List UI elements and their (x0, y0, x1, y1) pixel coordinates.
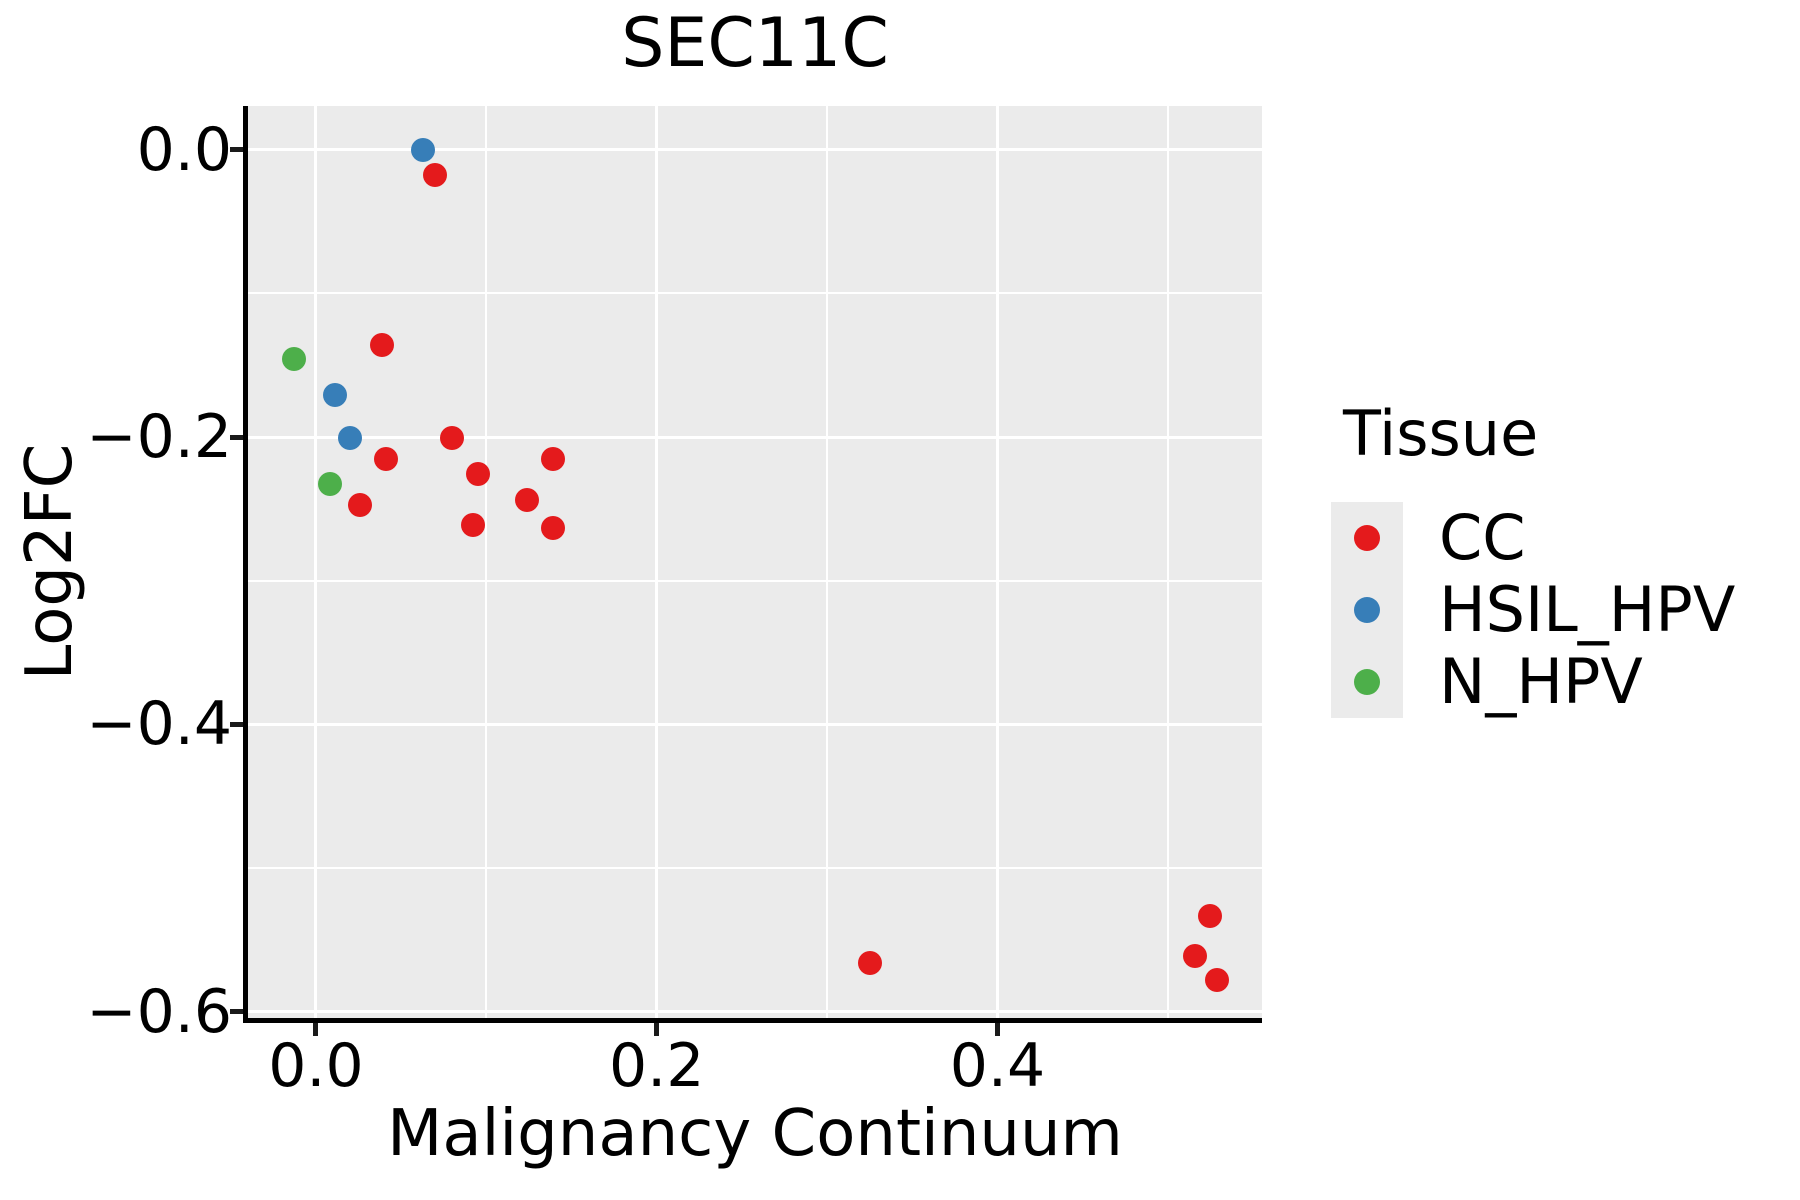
scatter-point-cc (370, 333, 395, 358)
x-tick-label: 0.2 (608, 1031, 705, 1101)
scatter-point-cc (348, 492, 373, 517)
scatter-point-cc (540, 515, 565, 540)
y-axis-label: Log2FC (13, 443, 87, 681)
plot-title: SEC11C (621, 4, 889, 83)
gridline-x-minor (826, 106, 829, 1018)
scatter-point-cc (540, 446, 565, 471)
x-tick-mark (994, 1023, 1000, 1036)
x-tick-mark (654, 1023, 660, 1036)
legend-dot-hsil_hpv (1354, 597, 1380, 624)
gridline-y-major (248, 148, 1262, 152)
legend-item-cc: CC (1331, 501, 1735, 575)
scatter-point-cc (515, 488, 540, 513)
legend-item-hsil_hpv: HSIL_HPV (1331, 573, 1736, 647)
y-tick-label: −0.6 (86, 976, 232, 1047)
scatter-point-cc (1183, 943, 1208, 968)
gridline-y-major (248, 435, 1262, 439)
y-tick-label: 0.0 (136, 114, 232, 185)
y-tick-label: −0.4 (86, 689, 232, 760)
gridline-y-major (248, 1010, 1262, 1014)
legend-title: Tissue (1343, 397, 1539, 470)
scatter-point-cc (460, 512, 485, 537)
gridline-y-minor (248, 579, 1262, 582)
scatter-point-cc (440, 426, 465, 451)
scatter-point-n_hpv (317, 472, 342, 497)
gridline-x-major (995, 106, 999, 1018)
y-tick-mark (230, 721, 243, 727)
y-axis-spine (243, 106, 248, 1023)
scatter-point-cc (1205, 968, 1230, 993)
plot-panel (248, 106, 1262, 1018)
scatter-point-cc (465, 462, 490, 487)
legend-dot-cc (1354, 525, 1380, 552)
gridline-y-minor (248, 292, 1262, 295)
y-tick-mark (230, 434, 243, 440)
legend-key-box (1331, 574, 1403, 647)
legend-label: HSIL_HPV (1439, 573, 1736, 647)
scatter-point-hsil_hpv (338, 426, 363, 451)
scatter-point-cc (423, 163, 448, 188)
gridline-x-minor (485, 106, 488, 1018)
gridline-x-minor (1166, 106, 1169, 1018)
gridline-y-major (248, 722, 1262, 726)
scatter-point-cc (373, 446, 398, 471)
legend-rows: CC HSIL_HPV N_HPV (1331, 501, 1736, 719)
x-tick-label: 0.0 (268, 1031, 364, 1101)
gridline-x-major (314, 106, 318, 1018)
x-tick-mark (313, 1023, 319, 1036)
gridline-y-minor (248, 867, 1262, 870)
y-tick-mark (230, 1009, 243, 1015)
scatter-point-hsil_hpv (411, 137, 436, 162)
scatter-point-n_hpv (281, 347, 306, 372)
legend: Tissue CC HSIL_HPV N_HPV (1331, 397, 1736, 719)
legend-dot-n_hpv (1354, 669, 1380, 696)
x-tick-label: 0.4 (949, 1031, 1046, 1101)
gridline-x-major (655, 106, 659, 1018)
x-axis-spine (243, 1018, 1262, 1023)
scatter-point-hsil_hpv (322, 383, 347, 408)
y-tick-label: −0.2 (86, 402, 232, 473)
x-axis-label: Malignancy Continuum (387, 1097, 1123, 1171)
legend-key-box (1331, 502, 1403, 575)
y-tick-mark (230, 147, 243, 153)
scatter-point-cc (857, 951, 882, 976)
legend-label: N_HPV (1439, 645, 1643, 719)
legend-item-n_hpv: N_HPV (1331, 645, 1735, 719)
legend-key-box (1331, 646, 1403, 719)
legend-label: CC (1439, 501, 1526, 575)
scatter-point-cc (1198, 903, 1223, 928)
